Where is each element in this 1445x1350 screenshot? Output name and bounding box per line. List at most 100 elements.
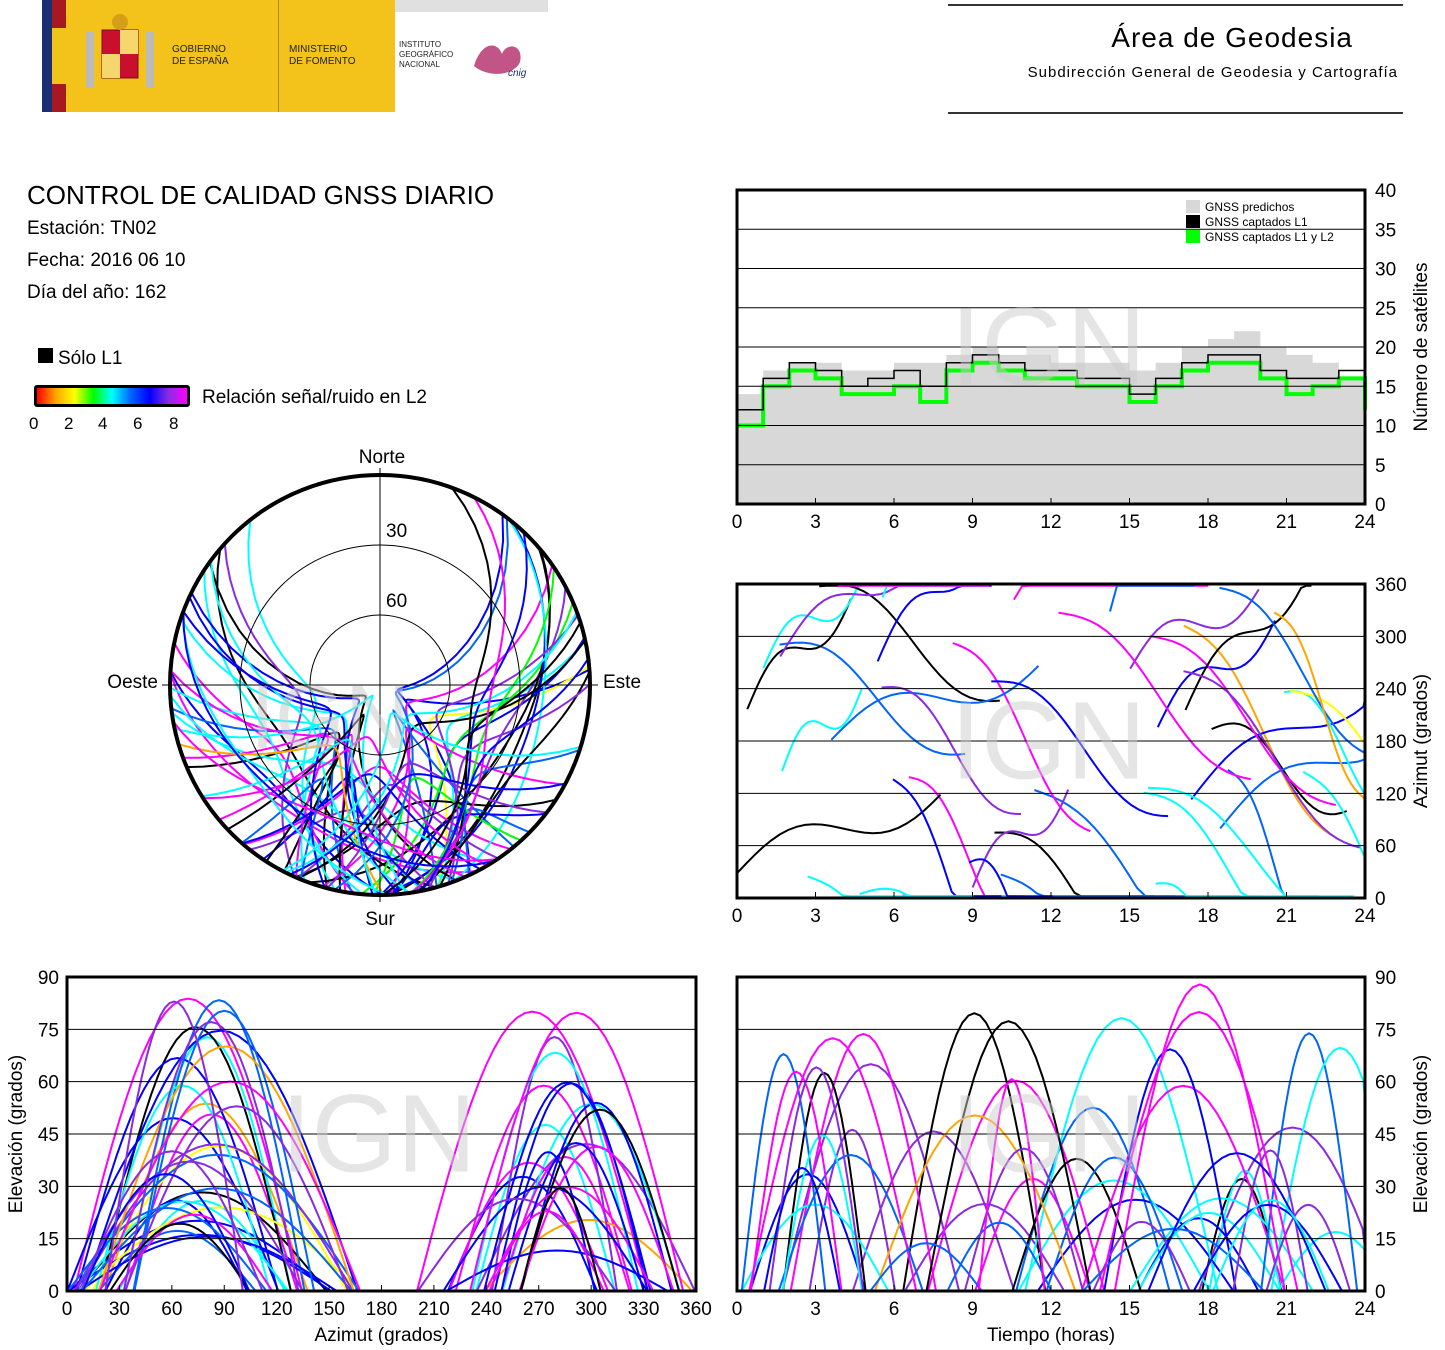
- polar-track: [289, 773, 566, 876]
- x-tick-label: 6: [889, 906, 900, 927]
- polar-track: [174, 694, 408, 894]
- elevation-track: [469, 1011, 685, 1292]
- azimuth-track: [779, 584, 931, 658]
- x-tick-label: 90: [214, 1299, 235, 1320]
- azimuth-track: [1183, 624, 1338, 839]
- area-subtitle: Subdirección General de Geodesia y Carto…: [1027, 64, 1398, 81]
- x-tick-label: 360: [680, 1299, 712, 1320]
- azimuth-track: [1058, 611, 1252, 781]
- azimuth-track: [830, 665, 1040, 741]
- gov-line1: GOBIERNO: [172, 44, 226, 55]
- elevation-time-track: [902, 1012, 1047, 1292]
- elevation-time-track: [1103, 1048, 1237, 1292]
- polar-track: [428, 665, 590, 888]
- elevation-time-track: [740, 1052, 827, 1292]
- azimuth-track: [1184, 584, 1312, 711]
- y-tick-label: 75: [1375, 1020, 1396, 1041]
- elevation-track: [491, 1035, 618, 1292]
- polar-track: [382, 487, 493, 896]
- date-label: Fecha: 2016 06 10: [27, 250, 186, 271]
- elevation-time-track: [963, 1147, 1084, 1292]
- area-box: [948, 4, 1403, 114]
- elevation-track: [488, 1210, 605, 1292]
- elevation-time-track: [789, 1032, 937, 1292]
- x-tick-label: 12: [1040, 906, 1061, 927]
- x-tick-label: 3: [810, 1299, 821, 1320]
- ring-30-label: 30: [386, 521, 407, 542]
- logo-grey-bar: [395, 0, 548, 12]
- azimuth-track: [1147, 786, 1354, 898]
- watermark: IGN: [951, 1073, 1147, 1196]
- x-axis-label: Tiempo (horas): [987, 1325, 1115, 1346]
- azimuth-track: [746, 598, 852, 710]
- elevation-time-track: [1192, 1203, 1343, 1292]
- polar-track: [172, 720, 498, 862]
- elevation-time-track: [1270, 1046, 1366, 1292]
- elevation-track: [81, 1187, 353, 1292]
- y-tick-label: 60: [1375, 837, 1396, 858]
- elevation-time-track: [1260, 1032, 1359, 1292]
- elevation-time-track: [1265, 1203, 1352, 1292]
- l1-series: [737, 354, 1366, 411]
- x-tick-label: 150: [313, 1299, 345, 1320]
- north-label: Norte: [359, 447, 405, 468]
- legend-swatch: [1186, 215, 1200, 228]
- cnig-text: cnig: [508, 68, 527, 79]
- azimuth-track: [881, 685, 1022, 815]
- west-label: Oeste: [107, 672, 158, 693]
- y-tick-label: 30: [1375, 260, 1396, 281]
- polar-track: [321, 564, 554, 888]
- azimuth-track: [994, 831, 1155, 898]
- ring-60-label: 60: [386, 591, 407, 612]
- elevation-track: [73, 997, 303, 1292]
- legend-label: GNSS predichos: [1205, 200, 1294, 214]
- x-tick-label: 330: [628, 1299, 660, 1320]
- polar-track: [169, 672, 478, 874]
- elevation-time-track: [1137, 1211, 1281, 1292]
- x-tick-label: 6: [889, 512, 900, 533]
- y-tick-label: 0: [1375, 1282, 1386, 1303]
- y-tick-label: 75: [38, 1020, 59, 1041]
- x-tick-label: 24: [1354, 512, 1376, 533]
- east-label: Este: [603, 672, 641, 693]
- azimuth-track: [1183, 670, 1360, 849]
- elevation-time-track: [927, 1079, 1106, 1292]
- elevation-time-track: [1092, 1220, 1191, 1292]
- polar-track: [372, 776, 522, 896]
- polar-track: [201, 738, 378, 896]
- x-tick-label: 240: [470, 1299, 502, 1320]
- polar-track: [416, 670, 591, 893]
- x-tick-label: 15: [1119, 906, 1140, 927]
- elevation-time-track: [1011, 1157, 1142, 1292]
- elevation-time-track: [763, 1166, 841, 1292]
- elevation-track: [124, 1113, 299, 1292]
- azimuth-track: [876, 584, 992, 662]
- y-tick-label: 0: [48, 1282, 59, 1303]
- polar-track: [285, 611, 578, 874]
- polar-track: [420, 658, 590, 892]
- polar-track: [281, 712, 581, 872]
- polar-track: [169, 686, 322, 882]
- polar-track: [182, 611, 495, 868]
- x-tick-label: 18: [1197, 906, 1218, 927]
- x-tick-label: 0: [732, 1299, 743, 1320]
- x-tick-label: 0: [732, 512, 743, 533]
- snr-ticks: 0 2 4 6 8: [29, 414, 199, 436]
- elevation-track: [94, 1084, 271, 1292]
- azimuth-track: [1129, 588, 1260, 670]
- x-tick-label: 21: [1276, 1299, 1297, 1320]
- y-tick-label: 40: [1375, 181, 1396, 202]
- polar-track: [183, 732, 330, 878]
- elevation-track: [83, 1029, 359, 1292]
- azimuth-track: [1211, 722, 1348, 816]
- polar-track: [439, 621, 582, 887]
- polar-track: [173, 642, 356, 895]
- y-tick-label: 90: [1375, 968, 1396, 989]
- x-tick-label: 9: [967, 1299, 978, 1320]
- doy-label: Día del año: 162: [27, 282, 167, 303]
- legend-swatch: [1186, 200, 1200, 213]
- elevation-time-track: [782, 1071, 867, 1292]
- polar-track: [296, 783, 499, 879]
- x-tick-label: 24: [1354, 906, 1376, 927]
